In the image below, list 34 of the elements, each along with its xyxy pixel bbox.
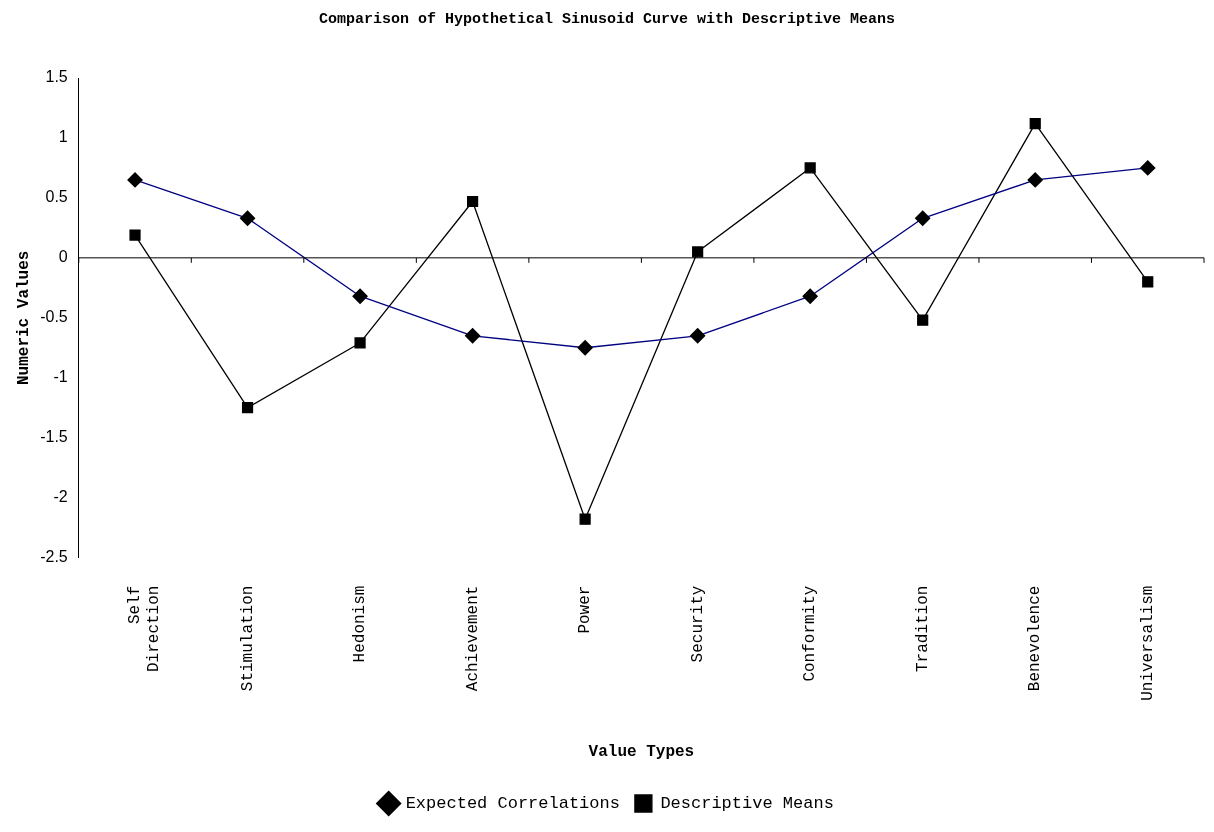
point (692, 246, 704, 258)
y-tick-label: 1 (58, 128, 68, 146)
point (1029, 117, 1041, 130)
legend-label: Descriptive Means (660, 794, 834, 813)
y-tick-label: -2 (53, 488, 68, 506)
point (354, 337, 366, 349)
x-axis-title: Value Types (588, 743, 695, 762)
point (917, 314, 929, 326)
x-tick-label: Tradition (913, 585, 932, 672)
y-tick-label: -0.5 (40, 308, 68, 326)
point (804, 162, 816, 174)
x-tick-label: Benevolence (1026, 585, 1045, 692)
y-tick-label: -1.5 (40, 428, 68, 446)
x-tick-label: Security (688, 585, 707, 663)
y-tick-label: 0 (58, 248, 68, 266)
y-tick-label: 1.5 (45, 68, 68, 86)
y-axis-title: Numeric Values (14, 250, 33, 385)
x-tick-label: Power (576, 585, 595, 634)
x-tick-label: Self Direction (126, 585, 164, 672)
x-tick-label: Stimulation (238, 585, 257, 692)
chart-title: Comparison of Hypothetical Sinusoid Curve with Descriptive Means (318, 10, 896, 28)
point (129, 229, 141, 241)
y-tick-label: 0.5 (45, 188, 68, 206)
legend-label: Expected Correlations (405, 794, 620, 813)
x-tick-label: Hedonism (351, 585, 370, 663)
x-tick-label: Universalism (1138, 585, 1157, 701)
point (241, 402, 254, 414)
point (579, 513, 591, 525)
x-tick-label: Conformity (801, 585, 820, 682)
point (1142, 276, 1154, 288)
point (467, 195, 479, 208)
y-tick-label: -1 (53, 368, 68, 386)
y-tick-label: -2.5 (40, 547, 68, 565)
x-tick-label: Achievement (463, 585, 482, 692)
